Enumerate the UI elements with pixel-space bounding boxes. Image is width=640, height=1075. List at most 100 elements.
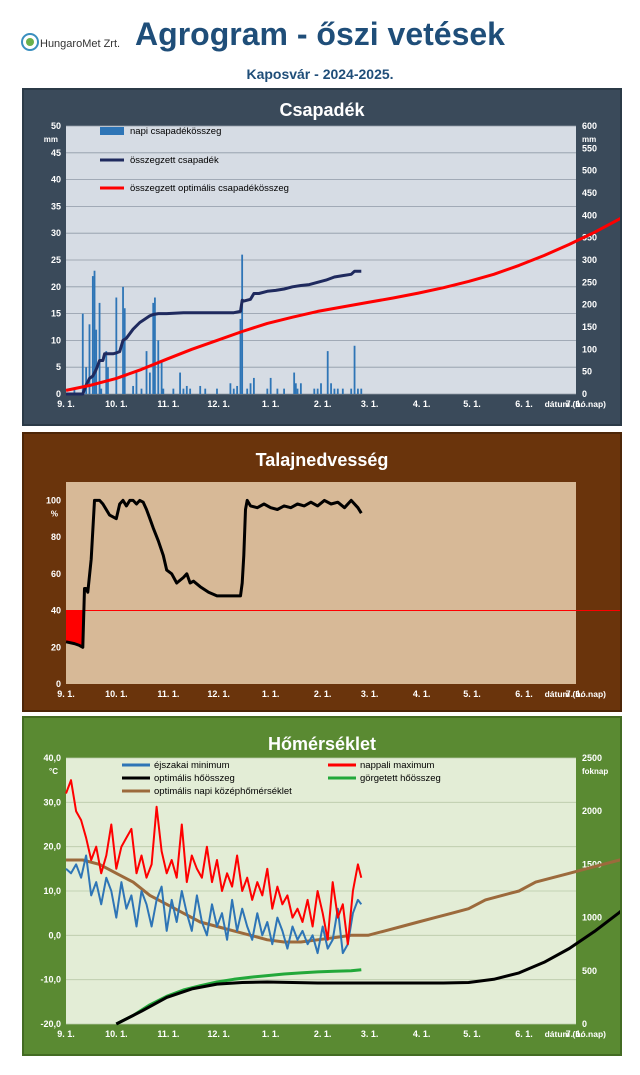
x-tick-label: 2. 1. bbox=[314, 1029, 332, 1039]
precipitation-panel: Csapadék 0 5 10 15 20 25 30 35 40 45 50 mm 0 50 100 150 2… bbox=[22, 88, 640, 426]
precip-bar bbox=[140, 388, 143, 394]
y-tick-label-right: 1000 bbox=[582, 913, 602, 923]
precip-bar bbox=[357, 388, 359, 394]
chart-title: Talajnedvesség bbox=[256, 450, 389, 470]
page-title: Agrogram - őszi vetések bbox=[135, 16, 505, 52]
y-tick-label-right: 2000 bbox=[582, 806, 602, 816]
x-tick-label: 3. 1. bbox=[361, 1029, 379, 1039]
precip-bar bbox=[81, 313, 84, 394]
y-tick-label-right: 0 bbox=[582, 389, 587, 399]
precip-bar bbox=[123, 308, 126, 394]
precip-bar bbox=[293, 372, 296, 394]
precip-bar bbox=[232, 388, 235, 394]
y-tick-label-right: 500 bbox=[582, 166, 597, 176]
x-tick-label: 1. 1. bbox=[262, 399, 280, 409]
precip-bar bbox=[246, 388, 249, 394]
precip-bar bbox=[189, 388, 192, 394]
x-tick-label: 7. 1. bbox=[566, 689, 584, 699]
precip-bar bbox=[88, 324, 91, 394]
legend-label: napi csapadékösszeg bbox=[130, 126, 221, 137]
precip-bar bbox=[132, 385, 135, 394]
y-tick-label: 40,0 bbox=[43, 753, 61, 763]
precip-bar bbox=[179, 372, 181, 394]
y-tick-label: 35 bbox=[51, 201, 61, 211]
x-tick-label: 10. 1. bbox=[105, 1029, 128, 1039]
x-tick-label: 4. 1. bbox=[413, 689, 431, 699]
legend-swatch bbox=[100, 127, 124, 135]
precip-bar bbox=[330, 383, 332, 394]
precip-bar bbox=[199, 385, 202, 394]
plot-area bbox=[66, 482, 576, 684]
x-tick-label: 4. 1. bbox=[413, 399, 431, 409]
precip-bar bbox=[269, 377, 272, 394]
x-tick-label: 5. 1. bbox=[463, 399, 481, 409]
y-tick-label: 10,0 bbox=[43, 886, 61, 896]
precip-bar bbox=[249, 383, 252, 394]
x-tick-label: 7. 1. bbox=[566, 1029, 584, 1039]
y-tick-label: 25 bbox=[51, 255, 61, 265]
x-tick-label: 9. 1. bbox=[57, 399, 75, 409]
precip-bar bbox=[360, 388, 363, 394]
precip-bar bbox=[105, 351, 108, 394]
y-tick-label: 40 bbox=[51, 606, 61, 616]
y-tick-label: 0 bbox=[56, 389, 61, 399]
y-unit-right: foknap bbox=[582, 767, 608, 776]
precip-bar bbox=[157, 340, 160, 394]
legend-label: görgetett hőösszeg bbox=[360, 773, 441, 784]
x-tick-label: 11. 1. bbox=[157, 399, 179, 409]
precip-bar bbox=[252, 377, 255, 394]
y-tick-label-right: 550 bbox=[582, 143, 597, 153]
y-tick-label: 50 bbox=[51, 121, 61, 131]
precip-bar bbox=[283, 388, 285, 394]
y-tick-label: 60 bbox=[51, 569, 61, 579]
precip-bar bbox=[229, 383, 232, 394]
y-tick-label-right: 300 bbox=[582, 255, 597, 265]
precip-bar bbox=[239, 318, 242, 394]
x-axis-label: dátum (hó.nap) bbox=[545, 1029, 607, 1039]
y-tick-label: 30,0 bbox=[43, 797, 61, 807]
y-tick-label: 100 bbox=[46, 495, 61, 505]
y-tick-label: 20 bbox=[51, 642, 61, 652]
y-tick-label-right: 400 bbox=[582, 210, 597, 220]
page-subtitle: Kaposvár - 2024-2025. bbox=[246, 66, 394, 82]
y-tick-label-right: 50 bbox=[582, 367, 592, 377]
x-tick-label: 11. 1. bbox=[157, 689, 179, 699]
y-tick-label: 40 bbox=[51, 175, 61, 185]
x-tick-label: 6. 1. bbox=[515, 689, 533, 699]
precip-bar bbox=[135, 372, 138, 394]
hungaromet-logo: HungaroMet Zrt. bbox=[20, 30, 140, 60]
precip-bar bbox=[115, 297, 118, 394]
temp-series-line bbox=[115, 892, 640, 1026]
precip-bar bbox=[316, 388, 319, 394]
y-tick-label: 20,0 bbox=[43, 842, 61, 852]
precip-bar bbox=[294, 383, 297, 394]
x-tick-label: 3. 1. bbox=[361, 399, 379, 409]
y-tick-label: -10,0 bbox=[40, 975, 61, 985]
y-tick-label-right: 1500 bbox=[582, 859, 602, 869]
precip-bar bbox=[148, 372, 151, 394]
x-tick-label: 9. 1. bbox=[57, 689, 75, 699]
x-tick-label: 5. 1. bbox=[463, 1029, 481, 1039]
chart-title: Csapadék bbox=[279, 100, 365, 120]
y-tick-label: 45 bbox=[51, 148, 61, 158]
y-tick-label: 30 bbox=[51, 228, 61, 238]
x-tick-label: 12. 1. bbox=[207, 399, 230, 409]
soil-moisture-panel: Talajnedvesség 0 20 40 60 80 100% 9. 1. 10. 1. 11… bbox=[22, 432, 640, 712]
y-tick-label: 20 bbox=[51, 282, 61, 292]
x-tick-label: 6. 1. bbox=[515, 399, 533, 409]
legend-label: optimális napi középhőmérséklet bbox=[154, 786, 292, 797]
y-unit-left: % bbox=[51, 509, 58, 518]
x-tick-label: 2. 1. bbox=[314, 399, 332, 409]
x-axis-label: dátum (hó.nap) bbox=[545, 689, 607, 699]
logo-text: HungaroMet Zrt. bbox=[40, 38, 120, 50]
precip-bar bbox=[333, 388, 336, 394]
precip-bar bbox=[216, 388, 218, 394]
legend-label: nappali maximum bbox=[360, 760, 435, 771]
precip-bar bbox=[85, 367, 88, 394]
precip-bar bbox=[98, 302, 101, 394]
precip-bar bbox=[326, 351, 329, 394]
x-tick-label: 10. 1. bbox=[105, 399, 128, 409]
x-tick-label: 12. 1. bbox=[207, 1029, 230, 1039]
legend-label: összegzett csapadék bbox=[130, 155, 219, 166]
cumulative-precip-line bbox=[66, 269, 362, 396]
